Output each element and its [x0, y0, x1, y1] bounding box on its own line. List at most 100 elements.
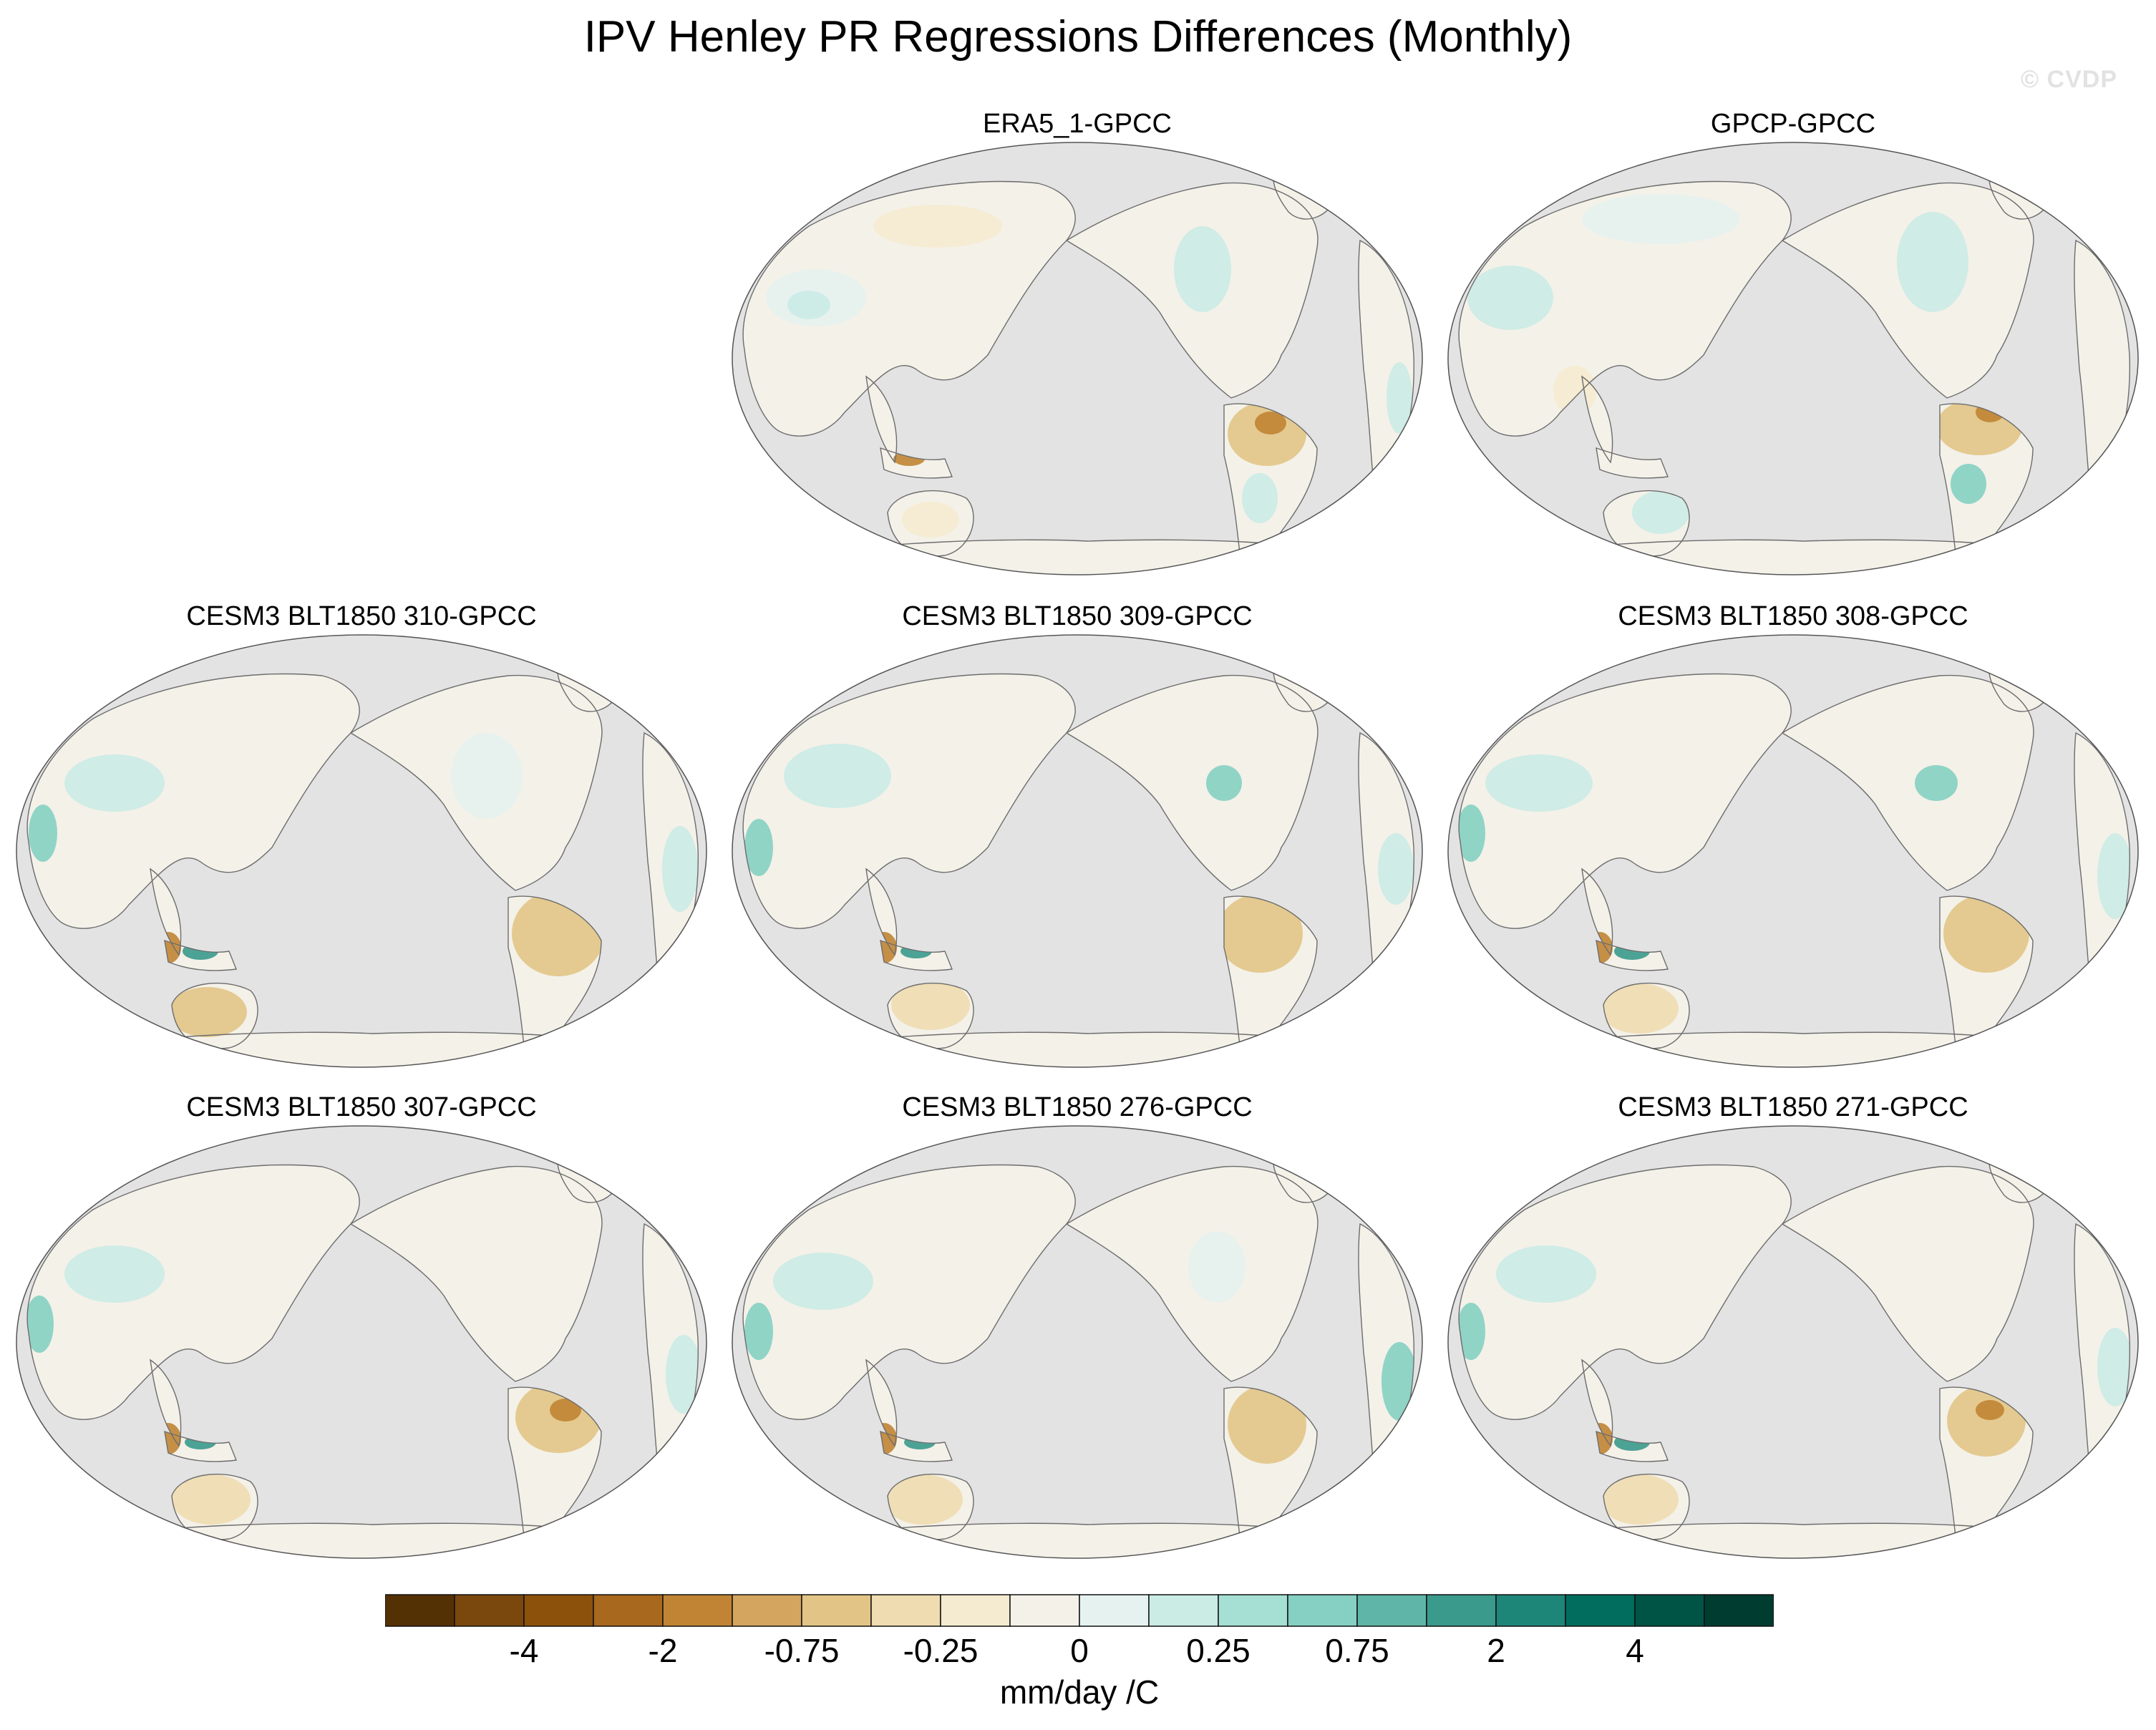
anomaly-region — [773, 1253, 873, 1310]
map-panel-gpcp: GPCP-GPCC — [1439, 106, 2147, 600]
coastline-seAsia — [865, 868, 898, 956]
coastline-indo — [164, 939, 237, 971]
coastline-indo — [1596, 1430, 1669, 1462]
colorbar: -4 -2 -0.75 -0.25 0 0.25 0.75 2 4 mm/day /C — [385, 1594, 1774, 1730]
anomaly-region — [1632, 491, 1689, 534]
coastline-seAsia — [1581, 1359, 1613, 1447]
anomaly-region — [1600, 983, 1679, 1034]
coastline-indo — [1596, 939, 1669, 971]
colorbar-swatches — [385, 1594, 1774, 1627]
panel-title: CESM3 BLT1850 276-GPCC — [902, 1092, 1253, 1122]
land-eurasia — [1459, 1165, 1792, 1420]
coastline-northAmerica — [1065, 674, 1319, 891]
colorbar-swatch — [1079, 1594, 1150, 1627]
anomaly-region — [1467, 266, 1553, 330]
colorbar-swatch — [870, 1594, 941, 1627]
land-eurasia — [743, 1165, 1076, 1420]
coastline-indo — [880, 447, 953, 479]
coastline-eurasia — [26, 1164, 360, 1420]
coastline-eurasia — [742, 673, 1076, 929]
land-eurasia — [743, 674, 1076, 929]
anomaly-region — [1496, 1245, 1596, 1303]
panel-title: CESM3 BLT1850 308-GPCC — [1618, 601, 1968, 631]
anomaly-region — [29, 805, 57, 862]
anomaly-region — [1387, 362, 1412, 434]
anomaly-region — [1485, 754, 1593, 812]
colorbar-swatch — [1218, 1594, 1288, 1627]
coastline-northAmerica — [1065, 182, 1319, 399]
anomaly-region — [1976, 1400, 2004, 1420]
land-antarctica — [773, 540, 1382, 575]
land-eurasia — [27, 1165, 360, 1420]
coastline-northAmerica — [1781, 674, 2034, 891]
colorbar-swatch — [1426, 1594, 1497, 1627]
anomaly-region — [451, 733, 523, 819]
map-border — [1447, 634, 2139, 1068]
coastline-eurasia — [26, 673, 360, 929]
land-antarctica — [1489, 540, 2097, 575]
anomaly-region — [64, 754, 165, 812]
coastline-indo — [880, 1430, 953, 1462]
colorbar-swatch — [732, 1594, 802, 1627]
chart-title: IPV Henley PR Regressions Differences (M… — [583, 12, 1573, 62]
land-indo — [1596, 448, 1668, 478]
anomaly-region — [744, 1303, 773, 1360]
anomaly-region — [27, 1296, 54, 1353]
map-m276 — [732, 1125, 1423, 1559]
coastline-indo — [164, 1430, 237, 1462]
anomaly-region — [902, 502, 959, 538]
map-era5 — [732, 142, 1423, 575]
anomaly-region — [1255, 412, 1286, 434]
coastline-eurasia — [1458, 1164, 1792, 1420]
cvdp-watermark: © CVDP — [2021, 66, 2117, 93]
land-antarctica — [1489, 1523, 2097, 1558]
anomaly-region — [784, 744, 891, 808]
land-antarctica — [57, 1523, 666, 1558]
colorbar-swatch — [1148, 1594, 1219, 1627]
map-border — [732, 634, 1423, 1068]
coastline-northAmerica — [349, 1165, 603, 1382]
map-m307 — [16, 1125, 707, 1559]
land-eurasia — [27, 674, 360, 929]
coastline-eurasia — [1458, 180, 1792, 437]
coastline-seAsia — [1581, 375, 1613, 464]
colorbar-swatch — [523, 1594, 594, 1627]
anomaly-region — [1228, 1385, 1306, 1464]
anomaly-region — [1217, 894, 1303, 973]
map-border — [732, 142, 1423, 575]
colorbar-swatch — [1356, 1594, 1427, 1627]
colorbar-swatch — [1565, 1594, 1636, 1627]
coastline-seAsia — [1581, 868, 1613, 956]
colorbar-swatch — [1287, 1594, 1358, 1627]
colorbar-units: mm/day /C — [999, 1673, 1160, 1711]
anomaly-region — [1188, 1231, 1245, 1303]
coastline-seAsia — [865, 375, 898, 464]
colorbar-swatch — [662, 1594, 733, 1627]
coastline-seAsia — [150, 868, 182, 956]
map-m310 — [16, 634, 707, 1068]
land-northAmerica — [1782, 675, 2034, 890]
colorbar-tick-label: -2 — [648, 1632, 678, 1669]
colorbar-swatch — [1009, 1594, 1080, 1627]
anomaly-region — [1897, 212, 1968, 312]
colorbar-swatch — [1634, 1594, 1705, 1627]
colorbar-swatch — [1704, 1594, 1774, 1627]
anomaly-region — [2097, 833, 2130, 919]
anomaly-region — [1459, 805, 1485, 862]
anomaly-region — [1206, 765, 1242, 801]
colorbar-tick-label: 2 — [1487, 1632, 1505, 1669]
land-antarctica — [57, 1032, 666, 1067]
anomaly-region — [873, 205, 1002, 248]
colorbar-tick-label: -0.75 — [764, 1632, 840, 1669]
map-m309 — [732, 634, 1423, 1068]
anomaly-region — [884, 1474, 963, 1525]
colorbar-tick-label: -0.25 — [903, 1632, 979, 1669]
coastline-northAmerica — [1781, 182, 2034, 399]
coastline-seAsia — [150, 1359, 182, 1447]
anomaly-region — [891, 980, 970, 1030]
anomaly-region — [787, 291, 830, 319]
map-border — [732, 1125, 1423, 1559]
land-northAmerica — [1067, 675, 1318, 890]
anomaly-region — [1378, 833, 1414, 905]
colorbar-tick-label: 4 — [1626, 1632, 1644, 1669]
